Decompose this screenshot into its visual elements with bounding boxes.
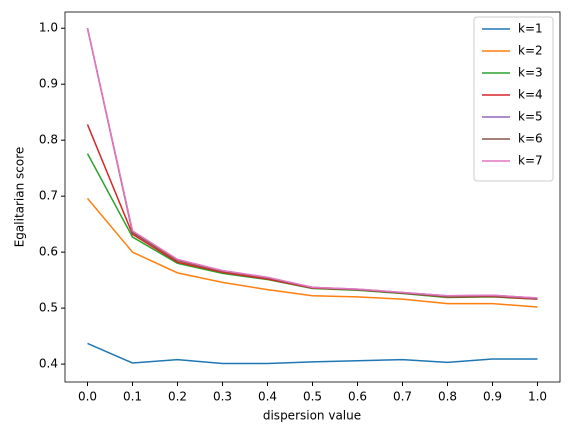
series-line	[86, 197, 538, 308]
series-line	[87, 342, 538, 365]
y-axis-label: Egalitarian score	[13, 147, 27, 248]
x-tick-label: 0.5	[303, 390, 322, 404]
x-tick-label: 1.0	[528, 390, 547, 404]
y-tick-label: 0.6	[39, 245, 58, 259]
plot-frame	[64, 11, 561, 383]
x-tick-label: 0.1	[123, 390, 142, 404]
y-tick-label: 0.7	[39, 189, 58, 203]
x-axis-label: dispersion value	[263, 409, 361, 423]
legend-label: k=5	[518, 110, 543, 124]
legend-label: k=4	[518, 88, 543, 102]
y-tick-label: 0.9	[39, 77, 58, 91]
y-tick-label: 0.4	[39, 357, 58, 371]
x-tick-label: 0.7	[393, 390, 412, 404]
x-tick-label: 0.9	[483, 390, 502, 404]
legend-label: k=2	[518, 44, 543, 58]
y-tick-label: 0.5	[39, 301, 58, 315]
y-tick-label: 0.8	[39, 133, 58, 147]
legend-label: k=6	[518, 132, 543, 146]
x-tick-label: 0.4	[258, 390, 277, 404]
series-line	[86, 28, 538, 299]
legend-label: k=3	[518, 66, 543, 80]
y-tick-label: 1.0	[39, 21, 58, 35]
x-tick-label: 0.6	[348, 390, 367, 404]
legend-label: k=7	[518, 154, 543, 168]
legend-box	[473, 16, 554, 182]
x-tick-label: 0.3	[213, 390, 232, 404]
x-tick-label: 0.2	[168, 390, 187, 404]
x-tick-label: 0.0	[78, 390, 97, 404]
x-tick-label: 0.8	[438, 390, 457, 404]
legend-label: k=1	[518, 22, 543, 36]
